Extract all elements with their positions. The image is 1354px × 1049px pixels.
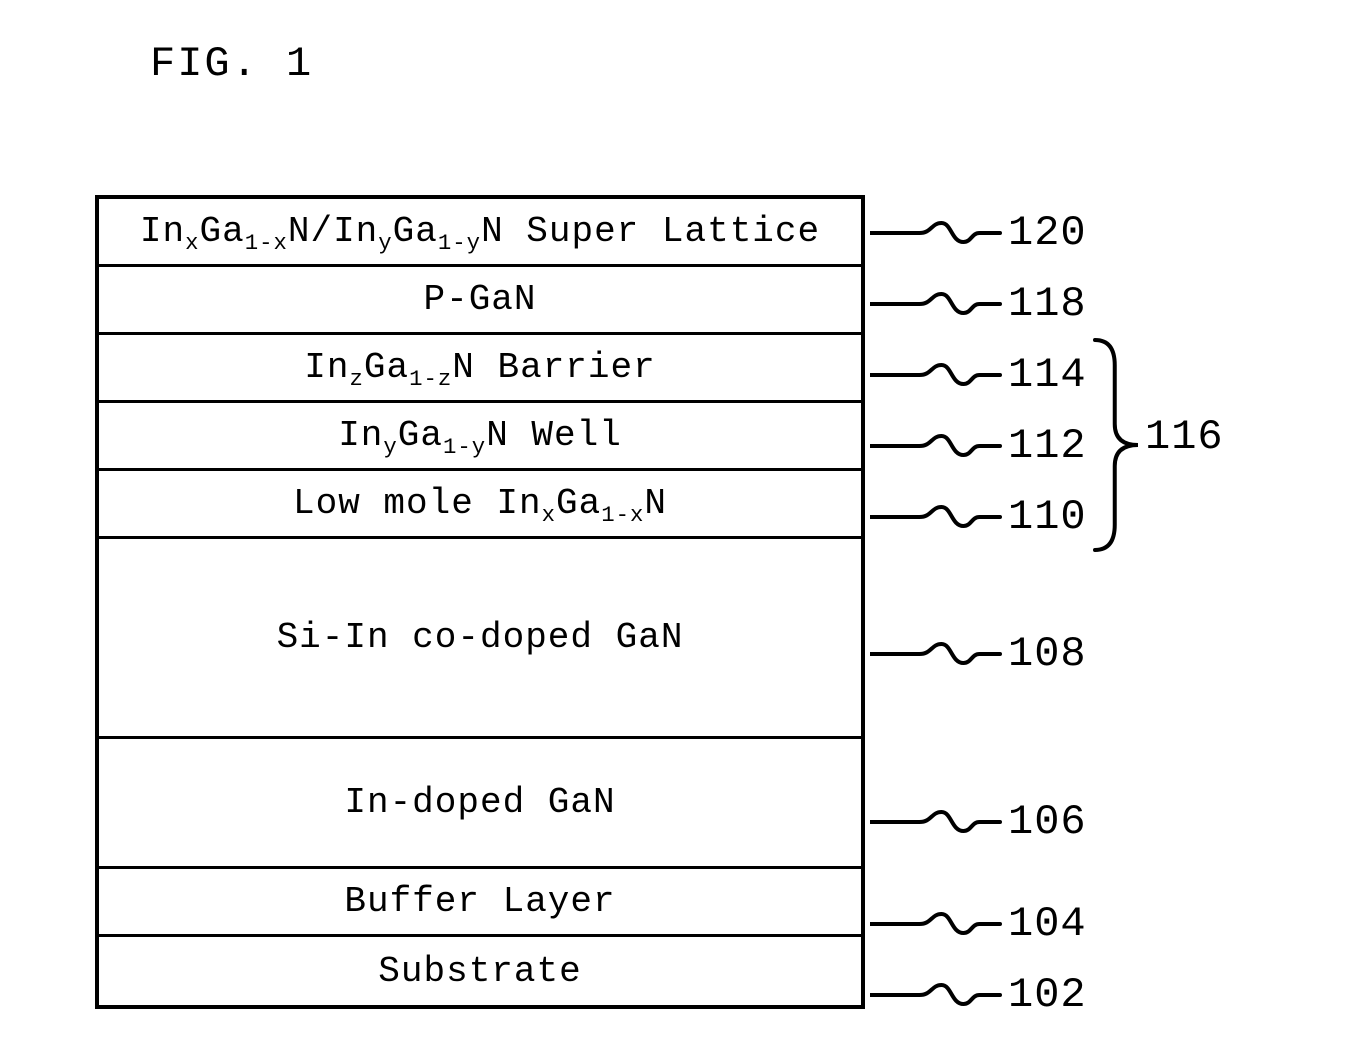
leader-line xyxy=(870,502,1010,532)
layer-label: Low mole InxGa1-xN xyxy=(293,483,667,524)
reference-number: 118 xyxy=(1008,280,1087,328)
leader-line xyxy=(870,980,1010,1010)
layer-106: In-doped GaN xyxy=(99,739,861,869)
group-reference-number: 116 xyxy=(1145,413,1224,461)
layer-108: Si-In co-doped GaN xyxy=(99,539,861,739)
leader-line xyxy=(870,431,1010,461)
figure-title: FIG. 1 xyxy=(150,40,313,88)
layer-104: Buffer Layer xyxy=(99,869,861,937)
reference-number: 102 xyxy=(1008,971,1087,1019)
layer-label: Substrate xyxy=(378,951,581,992)
layer-118: P-GaN xyxy=(99,267,861,335)
layer-label: InxGa1-xN/InyGa1-yN Super Lattice xyxy=(140,211,820,252)
reference-number: 108 xyxy=(1008,630,1087,678)
layer-102: Substrate xyxy=(99,937,861,1005)
leader-line xyxy=(870,909,1010,939)
group-brace xyxy=(1090,335,1145,555)
reference-number: 112 xyxy=(1008,422,1087,470)
layer-label: Buffer Layer xyxy=(344,881,615,922)
leader-line xyxy=(870,218,1010,248)
layer-label: InyGa1-yN Well xyxy=(338,415,622,456)
reference-number: 120 xyxy=(1008,209,1087,257)
reference-number: 104 xyxy=(1008,900,1087,948)
layer-stack: InxGa1-xN/InyGa1-yN Super Lattice P-GaN In… xyxy=(95,195,865,1009)
layer-110: Low mole InxGa1-xN xyxy=(99,471,861,539)
layer-label: P-GaN xyxy=(423,279,536,320)
leader-line xyxy=(870,807,1010,837)
layer-label: In-doped GaN xyxy=(344,782,615,823)
reference-number: 114 xyxy=(1008,351,1087,399)
leader-line xyxy=(870,639,1010,669)
reference-number: 106 xyxy=(1008,798,1087,846)
leader-line xyxy=(870,360,1010,390)
layer-112: InyGa1-yN Well xyxy=(99,403,861,471)
layer-label: InzGa1-zN Barrier xyxy=(304,347,655,388)
layer-label: Si-In co-doped GaN xyxy=(277,617,684,658)
layer-114: InzGa1-zN Barrier xyxy=(99,335,861,403)
reference-number: 110 xyxy=(1008,493,1087,541)
layer-120: InxGa1-xN/InyGa1-yN Super Lattice xyxy=(99,199,861,267)
leader-line xyxy=(870,289,1010,319)
